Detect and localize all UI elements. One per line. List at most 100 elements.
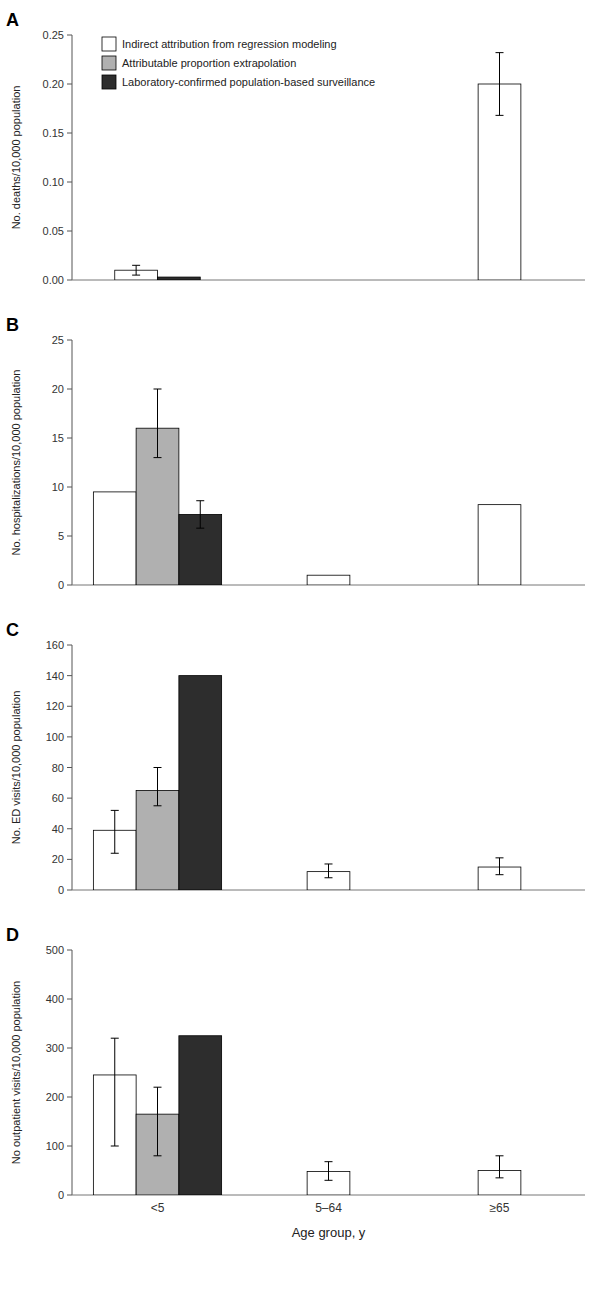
- y-tick: [67, 767, 72, 768]
- y-axis: [72, 645, 73, 890]
- x-tick-label: ≥65: [490, 1201, 510, 1215]
- y-tick-label: 0.20: [43, 78, 64, 90]
- error-bar: [496, 53, 504, 116]
- error-bar: [154, 389, 162, 458]
- plot-area: [93, 676, 521, 890]
- error-bar: [325, 1162, 333, 1181]
- y-tick: [67, 828, 72, 829]
- y-tick: [67, 389, 72, 390]
- y-tick: [67, 487, 72, 488]
- y-axis-label: No. deaths/10,000 population: [10, 86, 22, 230]
- error-bar: [111, 810, 119, 853]
- panel-label: C: [6, 620, 19, 640]
- y-tick: [67, 999, 72, 1000]
- y-tick: [67, 536, 72, 537]
- y-tick-label: 60: [52, 792, 64, 804]
- error-bar: [496, 858, 504, 875]
- y-tick: [67, 84, 72, 85]
- y-tick-label: 160: [46, 639, 64, 651]
- error-bar: [154, 768, 162, 806]
- y-tick-label: 25: [52, 334, 64, 346]
- bar: [136, 790, 179, 890]
- x-axis-label: Age group, y: [292, 1225, 366, 1240]
- y-tick: [67, 1048, 72, 1049]
- y-tick: [67, 1195, 72, 1196]
- y-tick: [67, 706, 72, 707]
- y-tick: [67, 280, 72, 281]
- figure: 0.00 0.05 0.10 0.15 0.20 0.25 No. deaths/10,00…: [0, 0, 600, 1302]
- bar: [478, 505, 521, 585]
- plot-area: [115, 53, 521, 280]
- y-tick-label: 0.25: [43, 29, 64, 41]
- y-tick: [67, 231, 72, 232]
- y-tick-label: 20: [52, 853, 64, 865]
- y-tick: [67, 798, 72, 799]
- error-bar: [496, 1156, 504, 1178]
- y-tick: [67, 340, 72, 341]
- legend-entry: Attributable proportion extrapolation: [122, 57, 296, 69]
- y-tick: [67, 950, 72, 951]
- y-tick: [67, 675, 72, 676]
- y-tick: [67, 35, 72, 36]
- y-axis: [72, 340, 73, 585]
- y-tick-label: 120: [46, 700, 64, 712]
- legend-swatch: [102, 75, 116, 89]
- y-axis-label: No. ED visits/10,000 population: [10, 691, 22, 844]
- y-tick: [67, 182, 72, 183]
- y-tick-label: 0.15: [43, 127, 64, 139]
- panel: 0510152025No. hospitalizations/10,000 po…: [6, 315, 585, 591]
- y-tick-label: 200: [46, 1091, 64, 1103]
- plot-area: [93, 389, 521, 585]
- y-tick-label: 140: [46, 670, 64, 682]
- panel-label: A: [6, 10, 19, 30]
- legend-entry: Laboratory-confirmed population-based su…: [122, 76, 375, 88]
- y-axis: [72, 35, 73, 280]
- x-tick-label: 5–64: [315, 1201, 342, 1215]
- legend-swatch: [102, 37, 116, 51]
- plot-area: [93, 1036, 521, 1195]
- y-tick-label: 300: [46, 1042, 64, 1054]
- panel-label: B: [6, 315, 19, 335]
- legend: Indirect attribution from regression mod…: [102, 37, 375, 89]
- y-tick-label: 5: [58, 530, 64, 542]
- y-tick: [67, 1146, 72, 1147]
- legend-swatch: [102, 56, 116, 70]
- legend-entry: Indirect attribution from regression mod…: [122, 38, 337, 50]
- y-axis: [72, 950, 73, 1195]
- y-tick: [67, 645, 72, 646]
- y-tick: [67, 859, 72, 860]
- y-tick-label: 100: [46, 1140, 64, 1152]
- y-axis-label: No outpatient visits/10,000 population: [10, 981, 22, 1164]
- y-tick-label: 15: [52, 432, 64, 444]
- panel: 0.00 0.05 0.10 0.15 0.20 0.25 No. deaths/10,00…: [6, 10, 585, 286]
- y-tick-label: 0: [58, 884, 64, 896]
- y-tick: [67, 1097, 72, 1098]
- y-tick-label: 400: [46, 993, 64, 1005]
- y-tick: [67, 736, 72, 737]
- y-tick: [67, 585, 72, 586]
- y-tick-label: 80: [52, 762, 64, 774]
- panel: 0 20 40 60 80 100 120 140 160 No. ED visits/10,00…: [6, 620, 585, 896]
- y-tick-label: 40: [52, 823, 64, 835]
- error-bar: [111, 1038, 119, 1146]
- error-bar: [196, 501, 204, 528]
- bar: [307, 575, 350, 585]
- y-tick: [67, 890, 72, 891]
- bar: [93, 492, 136, 585]
- y-tick: [67, 438, 72, 439]
- panel: 0 100 200 300 400 500 <5 5–64 ≥65 No outpatient v…: [6, 925, 585, 1240]
- bar: [179, 676, 222, 890]
- y-tick-label: 0.10: [43, 176, 64, 188]
- y-tick-label: 20: [52, 383, 64, 395]
- error-bar: [325, 864, 333, 878]
- y-tick-label: 10: [52, 481, 64, 493]
- bar: [158, 277, 201, 280]
- y-tick-label: 100: [46, 731, 64, 743]
- bar: [179, 1036, 222, 1195]
- y-tick-label: 0: [58, 1189, 64, 1201]
- y-axis-label: No. hospitalizations/10,000 population: [10, 370, 22, 556]
- x-tick-label: <5: [151, 1201, 165, 1215]
- y-tick-label: 500: [46, 944, 64, 956]
- y-tick-label: 0.05: [43, 225, 64, 237]
- y-tick-label: 0.00: [43, 274, 64, 286]
